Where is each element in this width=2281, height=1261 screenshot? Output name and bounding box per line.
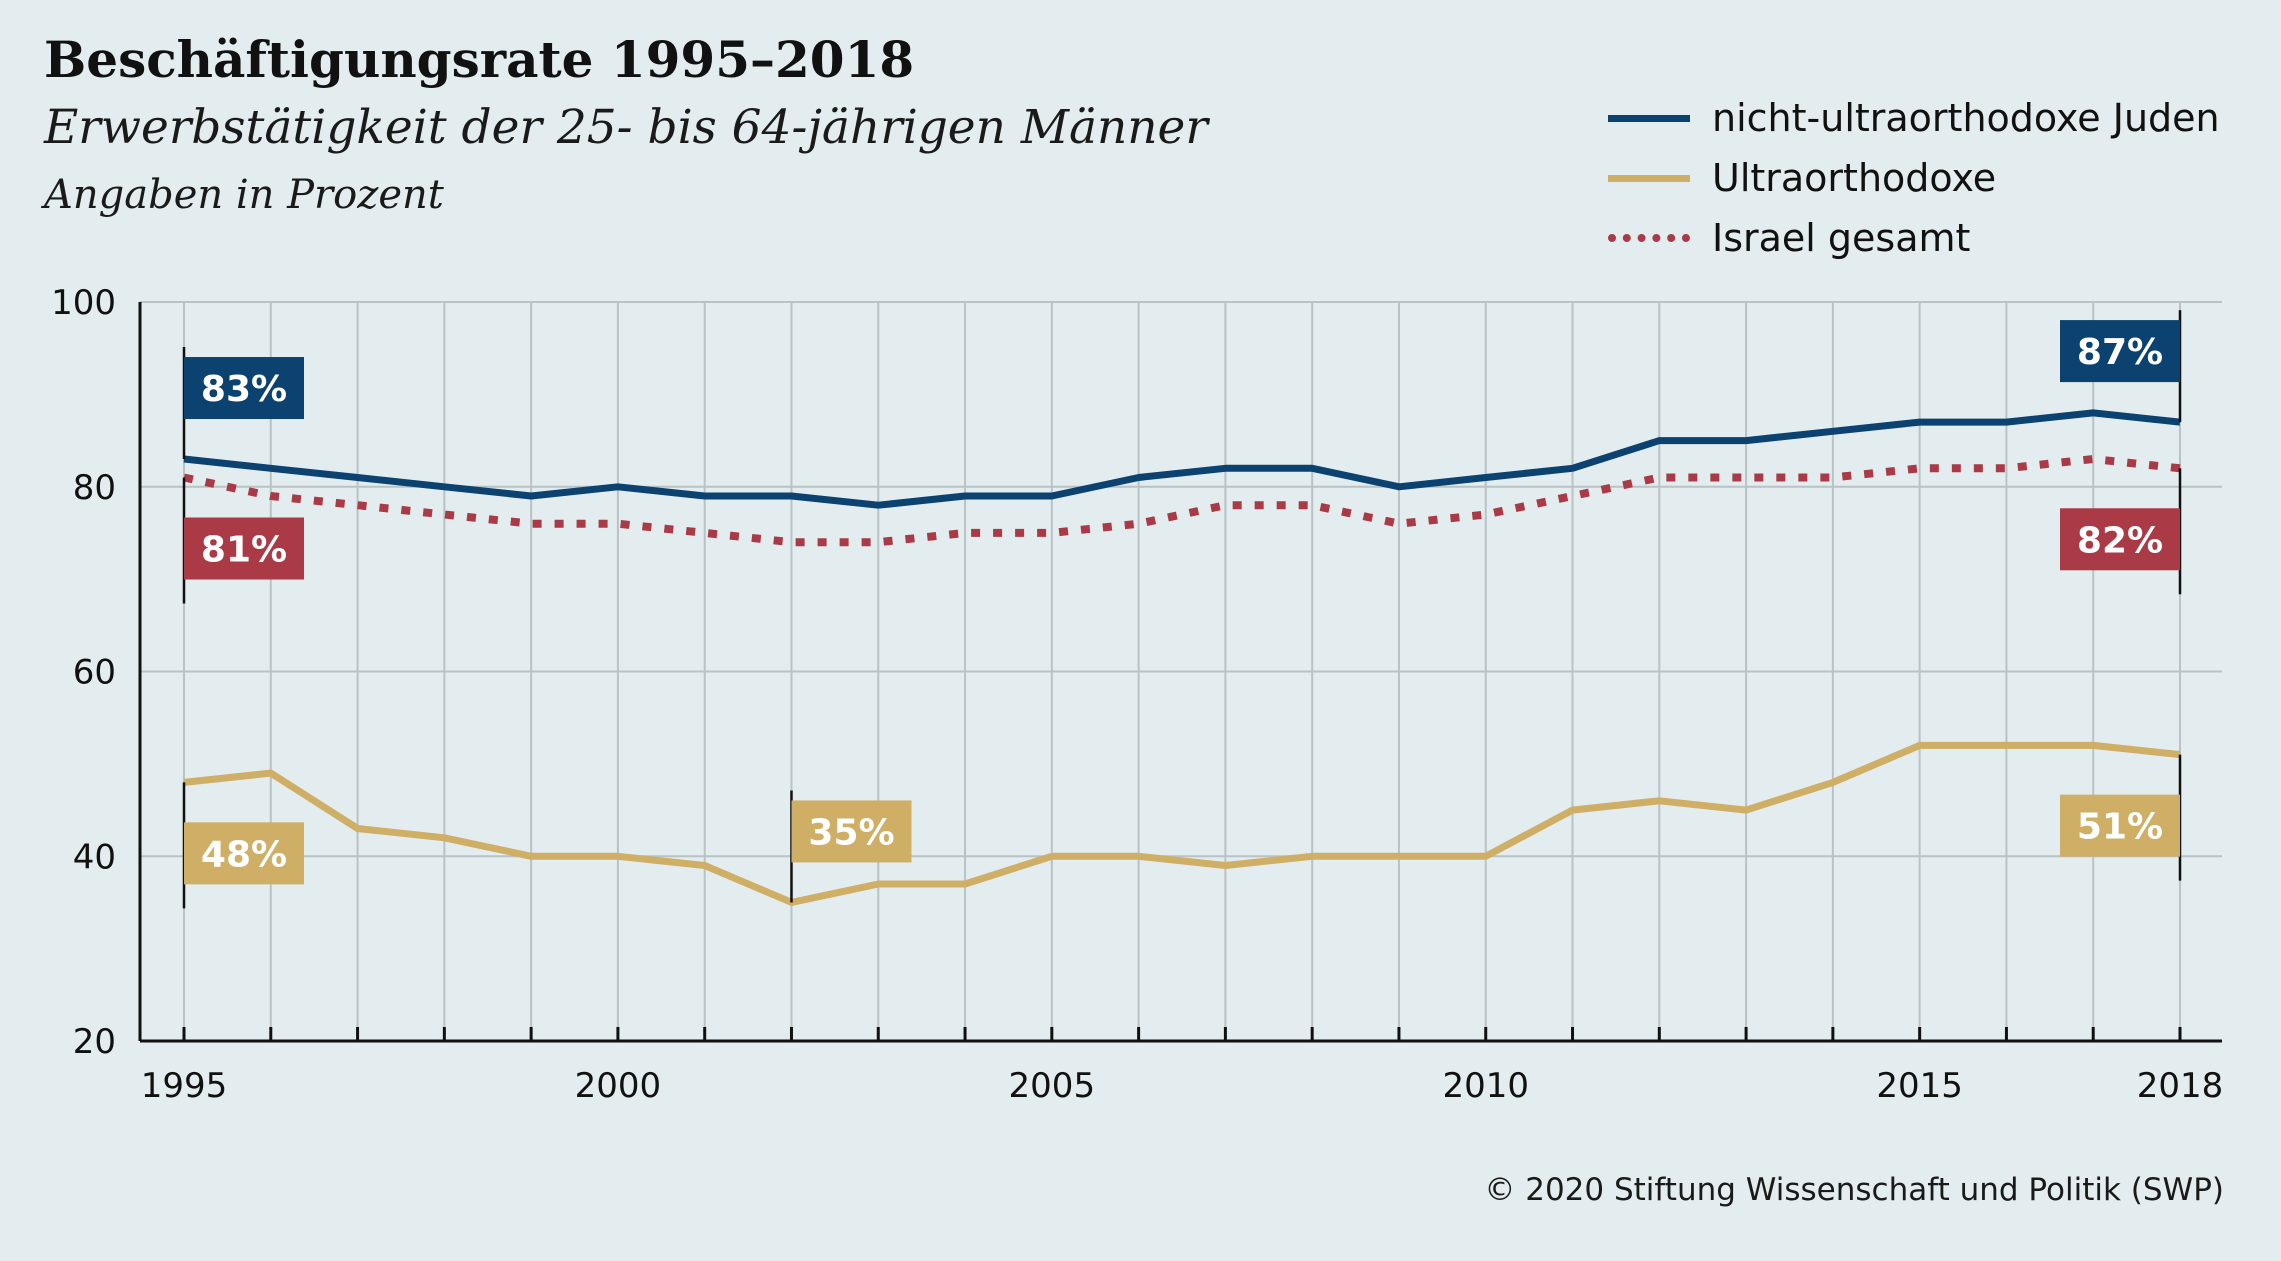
- x-tick-label: 2005: [1009, 1066, 1096, 1106]
- legend-item-israel-gesamt: Israel gesamt: [1608, 208, 2220, 268]
- legend-label-israel-gesamt: Israel gesamt: [1712, 216, 1971, 260]
- y-tick-label: 80: [73, 468, 116, 508]
- copyright-credit: © 2020 Stiftung Wissenschaft und Politik…: [1484, 1172, 2224, 1208]
- x-tick-label: 1995: [141, 1066, 228, 1106]
- x-tick-label: 2015: [1876, 1066, 1963, 1106]
- x-tick-label: 2010: [1442, 1066, 1529, 1106]
- y-tick-label: 100: [51, 283, 116, 323]
- data-label: 81%: [201, 530, 287, 571]
- data-label: 48%: [201, 834, 287, 875]
- series-line-israel-gesamt: [183, 455, 2181, 547]
- y-tick-label: 60: [73, 653, 116, 693]
- series-line-nicht-ultraorthodoxe: [183, 409, 2181, 509]
- data-label: 87%: [2077, 332, 2163, 373]
- y-tick-label: 40: [73, 837, 116, 877]
- data-label: 83%: [201, 369, 287, 410]
- series-line-ultraorthodoxe: [183, 741, 2181, 906]
- x-tick-label: 2018: [2137, 1066, 2224, 1106]
- legend-item-ultraorthodoxe: Ultraorthodoxe: [1608, 148, 2220, 208]
- chart-title: Beschäftigungsrate 1995–2018: [44, 30, 915, 89]
- legend-swatch-nicht-ultraorthodoxe: [1608, 114, 1690, 122]
- chart-subtitle: Erwerbstätigkeit der 25- bis 64-jährigen…: [44, 100, 1208, 155]
- data-label: 51%: [2077, 807, 2163, 848]
- legend-label-nicht-ultraorthodoxe: nicht-ultraorthodoxe Juden: [1712, 96, 2220, 140]
- data-label: 82%: [2077, 520, 2163, 561]
- annotation-box: [184, 517, 304, 580]
- legend-swatch-ultraorthodoxe: [1608, 174, 1690, 182]
- x-tick-label: 2000: [575, 1066, 662, 1106]
- annotation-box: [2060, 794, 2180, 857]
- y-tick-label: 20: [73, 1022, 116, 1062]
- legend-label-ultraorthodoxe: Ultraorthodoxe: [1712, 156, 1997, 200]
- legend: nicht-ultraorthodoxe Juden Ultraorthodox…: [1608, 88, 2220, 268]
- annotation-box: [184, 357, 304, 420]
- legend-swatch-israel-gesamt: [1608, 234, 1690, 242]
- annotation-box: [2060, 508, 2180, 571]
- legend-item-nicht-ultraorthodoxe: nicht-ultraorthodoxe Juden: [1608, 88, 2220, 148]
- annotation-box: [184, 822, 304, 885]
- annotation-box: [2060, 320, 2180, 383]
- annotation-box: [791, 800, 912, 863]
- data-label: 35%: [808, 812, 894, 853]
- unit-label: Angaben in Prozent: [44, 172, 444, 218]
